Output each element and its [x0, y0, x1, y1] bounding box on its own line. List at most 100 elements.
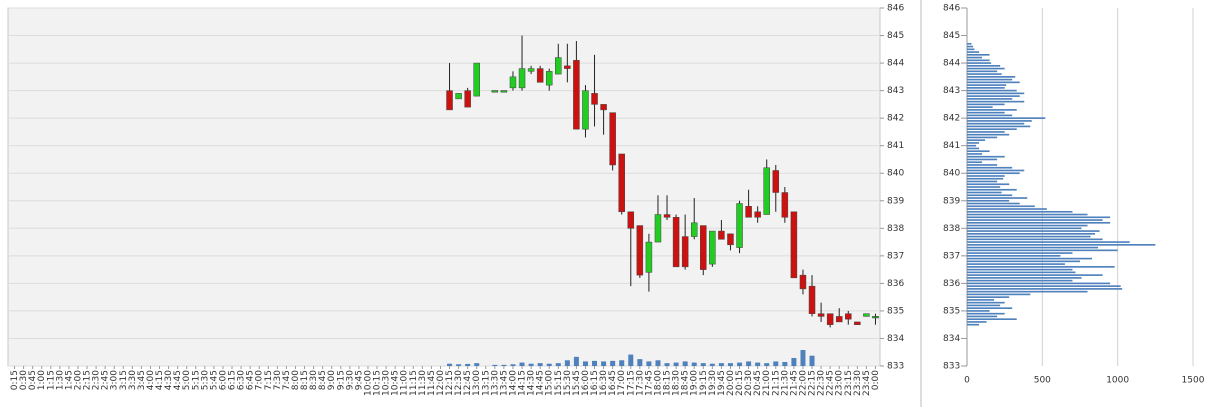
y-tick-label: 846 — [943, 4, 960, 14]
candle-body — [681, 236, 689, 268]
x-tick-label: 13:00 — [472, 370, 482, 396]
volume-bar — [755, 362, 761, 366]
y-tick-label: 840 — [887, 169, 904, 179]
profile-bar — [967, 321, 987, 323]
volume-bar — [465, 363, 471, 366]
candle-body — [600, 104, 607, 111]
profile-bar — [967, 268, 1073, 271]
profile-bar — [967, 95, 1020, 97]
x-tick-label: 12:30 — [454, 370, 464, 396]
profile-bar — [967, 255, 1061, 257]
profile-bar — [967, 111, 1005, 114]
x-tick-label: 21:00 — [762, 370, 772, 396]
x-tick-label: 22:00 — [798, 370, 808, 396]
profile-bar — [967, 210, 1073, 213]
x-tick-label: 15:30 — [563, 370, 573, 396]
volume-bar — [555, 363, 561, 366]
profile-bar — [967, 166, 1013, 169]
profile-bar — [967, 318, 1017, 321]
volume-bar — [528, 363, 534, 366]
x-tick-label: 1500 — [1182, 376, 1205, 386]
x-tick-label: 0:30 — [19, 370, 29, 390]
x-tick-label: 0:45 — [28, 370, 38, 390]
candle-body — [582, 90, 589, 130]
volume-bar — [564, 360, 570, 366]
candle-body — [745, 206, 752, 218]
volume-bar — [510, 364, 516, 366]
x-tick-label: 20:30 — [744, 370, 754, 396]
x-tick-label: 13:15 — [481, 370, 491, 396]
volume-bar — [628, 354, 634, 366]
volume-bar — [519, 362, 525, 366]
x-tick-label: 23:30 — [853, 370, 863, 396]
volume-bar — [682, 361, 688, 366]
x-tick-label: 16:45 — [608, 370, 618, 396]
candle-body — [709, 230, 716, 265]
profile-bar — [967, 296, 1010, 298]
x-tick-label: 1:30 — [55, 370, 65, 390]
profile-bar — [967, 232, 1096, 235]
x-tick-label: 14:15 — [518, 370, 528, 396]
x-tick-label: 9:00 — [327, 370, 337, 390]
y-tick-label: 834 — [887, 334, 904, 344]
profile-bar — [967, 205, 1035, 208]
candle-body — [663, 214, 671, 218]
candle-body — [654, 214, 662, 243]
profile-bar — [967, 252, 1073, 254]
y-tick-label: 835 — [943, 306, 960, 316]
candle-body — [854, 321, 861, 325]
x-tick-label: 19:15 — [699, 370, 709, 396]
profile-bar — [967, 114, 1013, 117]
candle-body — [455, 93, 462, 100]
profile-bar — [967, 315, 998, 318]
x-tick-label: 1:15 — [46, 370, 56, 390]
x-tick-label: 5:15 — [191, 370, 201, 390]
x-tick-label: 0:15 — [10, 370, 20, 390]
candle-body — [845, 313, 852, 320]
x-tick-label: 500 — [1034, 376, 1051, 386]
profile-bar — [967, 153, 983, 155]
profile-bar — [967, 197, 1028, 199]
candle-body — [446, 90, 453, 111]
profile-bar — [967, 158, 998, 161]
candle-body — [527, 68, 535, 72]
profile-bar — [967, 235, 1091, 238]
x-tick-label: 18:45 — [681, 370, 691, 396]
candle-body — [491, 90, 499, 93]
candle-body — [781, 192, 789, 218]
candle-body — [808, 285, 816, 314]
profile-bar — [967, 76, 1016, 78]
profile-bar — [967, 277, 1082, 279]
volume-bar — [764, 363, 770, 366]
candle-body — [754, 211, 761, 218]
x-tick-label: 11:30 — [418, 370, 428, 396]
volume-bar — [546, 363, 552, 366]
profile-bar — [967, 59, 990, 62]
profile-bar — [967, 120, 1032, 122]
profile-bar — [967, 100, 1025, 103]
volume-bar — [637, 359, 643, 366]
x-tick-label: 6:00 — [218, 370, 228, 390]
x-tick-label: 3:30 — [128, 370, 138, 390]
x-tick-label: 20:45 — [753, 370, 763, 396]
profile-bar — [967, 241, 1130, 243]
x-tick-label: 1:45 — [64, 370, 74, 390]
candle-body — [636, 225, 644, 276]
profile-bar — [967, 263, 1065, 265]
x-tick-label: 2:00 — [73, 370, 83, 390]
profile-bar — [967, 164, 998, 166]
candle-body — [718, 230, 725, 240]
profile-bar — [967, 56, 983, 59]
y-tick-label: 845 — [887, 31, 904, 41]
x-tick-label: 8:30 — [309, 370, 319, 390]
volume-bar — [492, 364, 498, 366]
profile-bar — [967, 304, 1001, 307]
profile-bar — [967, 106, 993, 108]
profile-bar — [967, 213, 1088, 216]
y-tick-label: 838 — [887, 224, 904, 234]
profile-bar — [967, 150, 990, 153]
x-tick-label: 5:30 — [200, 370, 210, 390]
profile-bar — [967, 274, 1103, 276]
profile-bar — [967, 194, 1013, 197]
profile-bar — [967, 224, 1088, 227]
